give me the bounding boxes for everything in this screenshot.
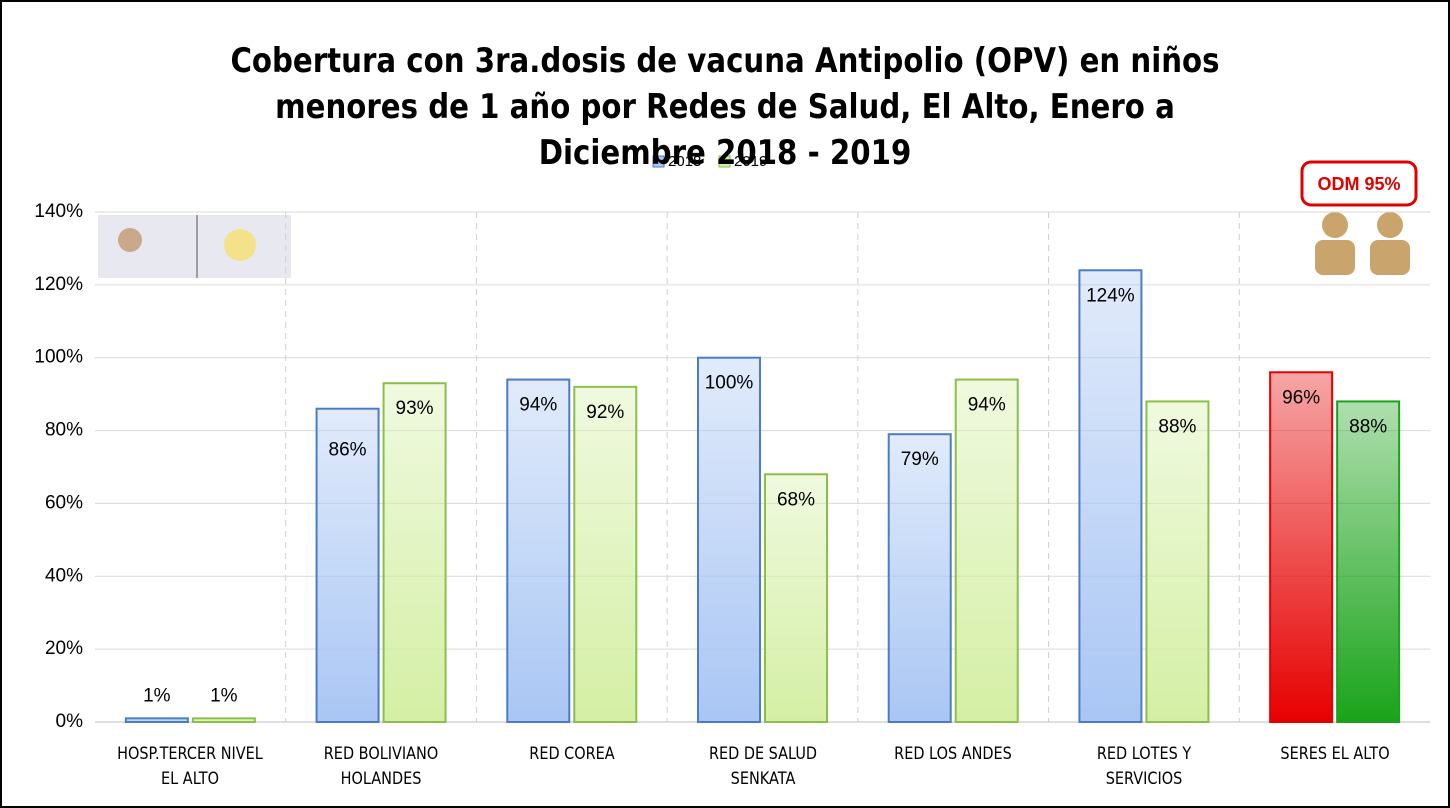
y-tick-label: 20% xyxy=(45,638,83,659)
chart-title: Cobertura con 3ra.dosis de vacuna Antipo… xyxy=(230,41,1220,173)
x-tick-label: RED COREA xyxy=(529,744,615,764)
bar xyxy=(1269,371,1334,723)
bar xyxy=(1145,400,1210,723)
bar xyxy=(697,356,761,723)
bar xyxy=(764,473,828,723)
bar xyxy=(573,385,638,723)
legend-swatch xyxy=(718,155,731,168)
value-label: 124% xyxy=(1086,285,1135,306)
y-tick-label: 80% xyxy=(45,420,83,441)
bar xyxy=(506,378,571,723)
bar xyxy=(887,433,952,723)
legend-label: 2018 xyxy=(668,153,701,170)
bar xyxy=(382,382,447,723)
value-label: 68% xyxy=(777,489,815,510)
bar xyxy=(954,378,1019,723)
y-tick-label: 0% xyxy=(56,711,84,732)
y-tick-label: 120% xyxy=(34,274,83,295)
people-icon xyxy=(1315,212,1410,275)
value-label: 1% xyxy=(143,685,171,706)
y-tick-label: 100% xyxy=(34,347,83,368)
y-tick-label: 140% xyxy=(34,201,83,222)
value-label: 94% xyxy=(519,395,557,416)
bar xyxy=(191,717,256,723)
y-tick-label: 40% xyxy=(45,565,83,586)
bar xyxy=(1336,400,1401,723)
value-label: 88% xyxy=(1158,416,1196,437)
illustration xyxy=(224,229,256,261)
y-tick-label: 60% xyxy=(45,492,83,513)
x-tick-label: SERES EL ALTO xyxy=(1280,744,1390,764)
x-tick-label: RED DE SALUD SENKATA xyxy=(708,744,817,789)
bar xyxy=(1078,269,1143,723)
legend-label: 2019 xyxy=(734,153,767,170)
bar xyxy=(124,717,189,723)
value-label: 92% xyxy=(586,402,624,423)
value-label: 86% xyxy=(329,440,367,461)
value-label: 100% xyxy=(705,373,754,394)
value-label: 96% xyxy=(1282,387,1320,408)
illustration xyxy=(118,228,142,252)
value-label: 79% xyxy=(901,449,939,470)
annotation-box xyxy=(1300,160,1418,207)
bar xyxy=(315,407,380,723)
value-label: 94% xyxy=(968,395,1006,416)
value-label: 1% xyxy=(210,685,238,706)
annotation: ODM 95% xyxy=(1317,174,1400,194)
x-tick-label: RED BOLIVIANO HOLANDES xyxy=(323,744,439,789)
legend-swatch xyxy=(652,155,665,168)
value-label: 88% xyxy=(1349,416,1387,437)
value-label: 93% xyxy=(396,398,434,419)
x-tick-label: RED LOTES Y SERVICIOS xyxy=(1096,744,1192,789)
x-tick-label: RED LOS ANDES xyxy=(894,744,1013,764)
x-tick-label: HOSP.TERCER NIVEL EL ALTO xyxy=(117,744,264,789)
